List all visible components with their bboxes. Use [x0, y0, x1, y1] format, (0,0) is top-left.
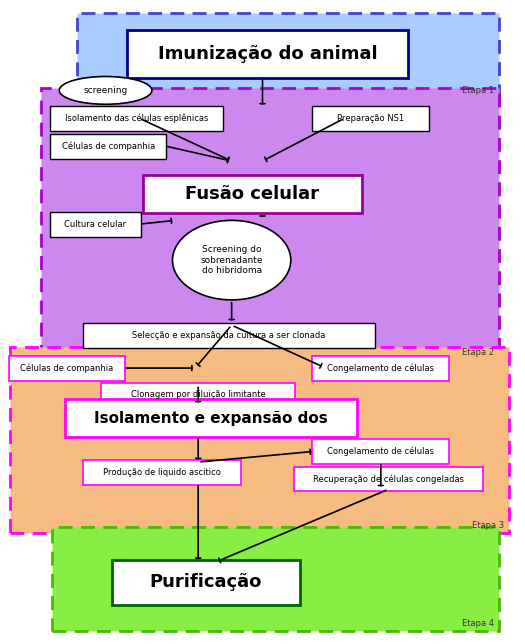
Text: Fusão celular: Fusão celular: [185, 185, 319, 204]
FancyBboxPatch shape: [50, 134, 166, 158]
FancyBboxPatch shape: [9, 356, 125, 381]
FancyBboxPatch shape: [312, 356, 449, 381]
Text: Isolamento e expansão dos: Isolamento e expansão dos: [94, 411, 328, 426]
FancyBboxPatch shape: [312, 106, 429, 131]
FancyBboxPatch shape: [312, 439, 449, 464]
FancyBboxPatch shape: [112, 560, 300, 605]
Text: Screening do
sobrenadante
do hibridoma: Screening do sobrenadante do hibridoma: [201, 245, 263, 275]
FancyBboxPatch shape: [83, 323, 375, 348]
Text: Produção de liquido ascitico: Produção de liquido ascitico: [103, 468, 221, 477]
FancyBboxPatch shape: [143, 175, 362, 213]
Text: Isolamento das células esplênicas: Isolamento das células esplênicas: [65, 114, 208, 123]
Text: Células de companhia: Células de companhia: [61, 142, 155, 151]
Text: Etapa 4: Etapa 4: [462, 619, 494, 628]
Text: Preparação NS1: Preparação NS1: [337, 114, 404, 123]
FancyBboxPatch shape: [127, 30, 408, 78]
FancyBboxPatch shape: [66, 399, 356, 437]
Text: Etapa 2: Etapa 2: [462, 348, 494, 357]
Text: Congelamento de células: Congelamento de células: [327, 447, 434, 457]
FancyBboxPatch shape: [77, 13, 499, 98]
Text: Imunização do animal: Imunização do animal: [158, 45, 377, 62]
FancyBboxPatch shape: [50, 106, 223, 131]
Text: Etapa 3: Etapa 3: [472, 521, 505, 530]
Text: Congelamento de células: Congelamento de células: [327, 364, 434, 373]
FancyBboxPatch shape: [83, 460, 241, 485]
FancyBboxPatch shape: [10, 347, 509, 533]
FancyBboxPatch shape: [101, 383, 295, 407]
Text: Clonagem por diluição limitante: Clonagem por diluição limitante: [131, 390, 266, 399]
Ellipse shape: [172, 220, 291, 300]
Text: screening: screening: [83, 86, 128, 95]
Ellipse shape: [59, 77, 152, 104]
FancyBboxPatch shape: [295, 466, 482, 491]
FancyBboxPatch shape: [41, 88, 499, 360]
Text: Selecção e expansão da cultura a ser clonada: Selecção e expansão da cultura a ser clo…: [132, 331, 326, 340]
Text: Purificação: Purificação: [150, 573, 262, 591]
Text: Cultura celular: Cultura celular: [64, 220, 127, 229]
FancyBboxPatch shape: [50, 212, 141, 237]
Text: Células de companhia: Células de companhia: [20, 364, 113, 373]
Text: Etapa 1: Etapa 1: [462, 86, 494, 95]
FancyBboxPatch shape: [51, 527, 499, 631]
Text: Recuperação de células congeladas: Recuperação de células congeladas: [313, 474, 464, 484]
